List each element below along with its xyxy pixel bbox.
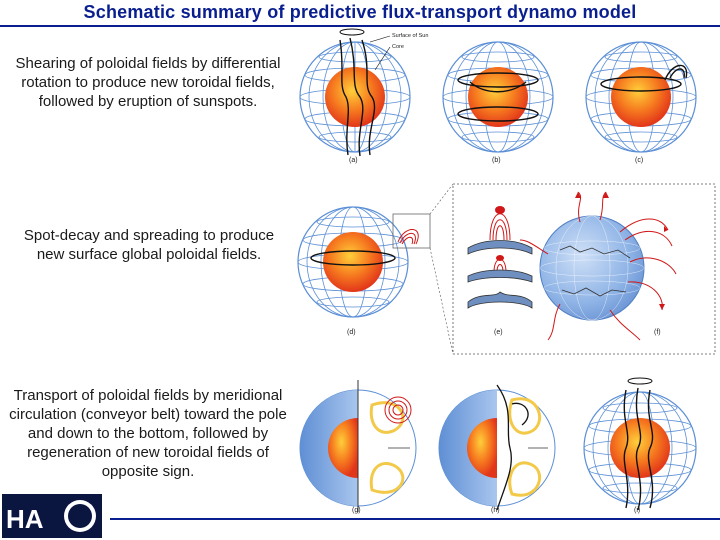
caption-shearing: Shearing of poloidal fields by different… bbox=[15, 55, 281, 110]
page-title: Schematic summary of predictive flux-tra… bbox=[83, 2, 637, 22]
panel-label-h: (h) bbox=[491, 507, 500, 514]
logo-text: HA bbox=[6, 504, 44, 534]
caption-transport: Transport of poloidal fields by meridion… bbox=[9, 387, 287, 480]
panel-g-sphere: (g) bbox=[299, 380, 417, 514]
panel-f-sphere: (f) bbox=[519, 191, 677, 341]
panel-label-g: (g) bbox=[352, 507, 361, 514]
caption-spot-decay: Spot-decay and spreading to produce new … bbox=[23, 227, 275, 263]
panel-label-e: (e) bbox=[494, 329, 503, 336]
panel-h-sphere: (h) bbox=[438, 384, 556, 514]
panel-d-sphere: (d) bbox=[297, 206, 431, 336]
panel-label-b: (b) bbox=[492, 157, 501, 164]
panel-label-i: (i) bbox=[634, 507, 640, 514]
panel-label-d: (d) bbox=[347, 329, 356, 336]
panel-e-flux-ropes: (e) bbox=[467, 206, 533, 336]
panel-label-a: (a) bbox=[349, 157, 358, 164]
hao-logo: HA bbox=[2, 494, 102, 538]
panel-a-sphere: Surface of Sun Core (a) bbox=[299, 28, 428, 164]
panel-c-sphere: (c) bbox=[585, 41, 697, 164]
surface-label: Surface of Sun bbox=[392, 33, 428, 39]
panel-b-sphere: (b) bbox=[442, 41, 554, 164]
core-label: Core bbox=[392, 44, 404, 50]
panel-i-sphere: (i) bbox=[583, 377, 697, 514]
panel-label-c: (c) bbox=[635, 157, 643, 164]
title-underline bbox=[0, 25, 720, 27]
panel-label-f: (f) bbox=[654, 329, 661, 336]
